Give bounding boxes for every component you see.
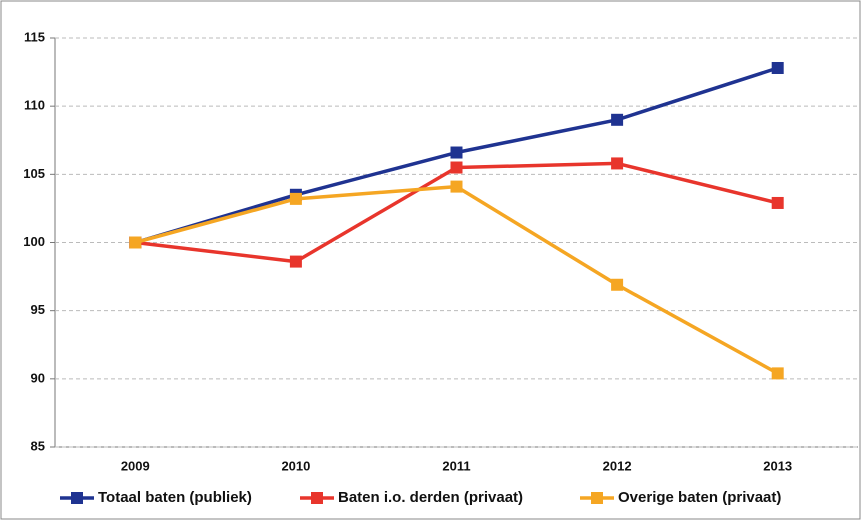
x-tick-label: 2013: [763, 458, 792, 473]
legend-label: Overige baten (privaat): [618, 489, 781, 506]
data-point: [289, 255, 302, 268]
x-tick-label: 2012: [603, 458, 632, 473]
data-point: [611, 113, 624, 126]
data-point: [771, 61, 784, 74]
data-point: [771, 367, 784, 380]
y-tick-label: 115: [24, 29, 45, 44]
legend-label: Totaal baten (publiek): [98, 489, 252, 506]
x-tick-label: 2009: [121, 458, 150, 473]
y-tick-label: 105: [23, 166, 45, 181]
data-point: [450, 146, 463, 159]
series-line: [134, 184, 779, 375]
data-point: [611, 278, 624, 291]
legend-swatch: [71, 492, 83, 504]
y-tick-label: 95: [31, 302, 45, 317]
data-point: [450, 161, 463, 174]
data-point: [450, 180, 463, 193]
x-tick-label: 2010: [281, 458, 310, 473]
data-point: [289, 192, 302, 205]
legend-label: Baten i.o. derden (privaat): [338, 489, 523, 506]
y-tick-label: 100: [23, 234, 45, 249]
y-tick-label: 110: [24, 98, 45, 113]
data-point: [611, 157, 624, 170]
data-point: [771, 196, 784, 209]
legend-swatch: [311, 492, 323, 504]
x-tick-label: 2011: [442, 458, 470, 473]
legend-swatch: [591, 492, 603, 504]
y-tick-label: 90: [31, 370, 45, 385]
y-tick-label: 85: [31, 438, 45, 453]
data-point: [129, 236, 142, 249]
